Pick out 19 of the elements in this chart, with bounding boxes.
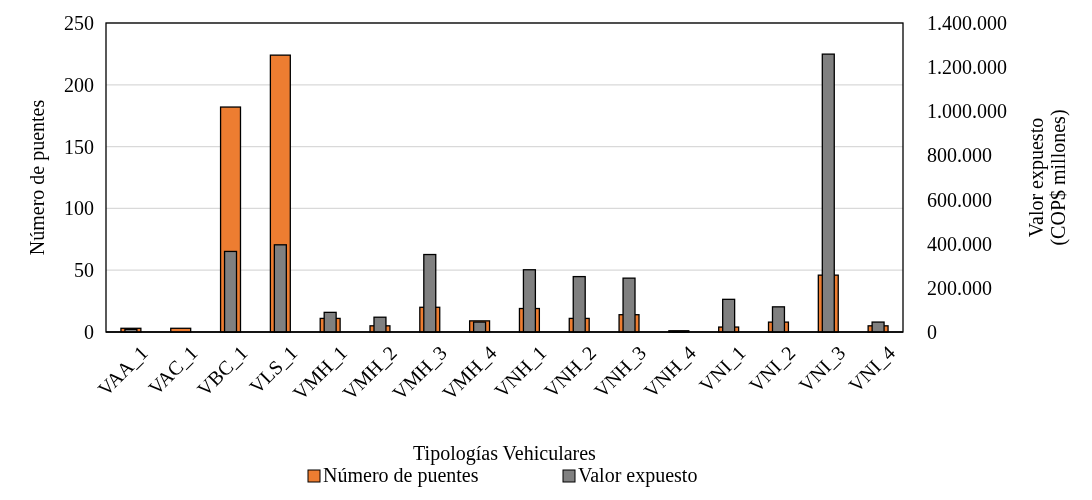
y-tick-label: 250	[64, 12, 94, 34]
legend-label: Valor expuesto	[578, 464, 698, 487]
y2-tick-label: 400.000	[927, 232, 992, 255]
y-tick-label: 200	[64, 73, 94, 96]
y2-tick-label: 1.400.000	[927, 12, 1007, 34]
x-axis-title: Tipologías Vehiculares	[413, 442, 597, 465]
y-tick-label: 100	[64, 197, 94, 220]
y2-tick-label: 600.000	[927, 188, 992, 211]
y-tick-label: 0	[84, 321, 94, 343]
y2-tick-label: 1.000.000	[927, 100, 1007, 123]
y-tick-label: 50	[74, 259, 94, 282]
y2-tick-label: 200.000	[927, 276, 992, 299]
y-axis-title: Número de puentes	[26, 99, 49, 256]
y2-tick-label: 0	[927, 321, 937, 343]
legend-label: Número de puentes	[323, 464, 479, 487]
y2-tick-label: 800.000	[927, 144, 992, 167]
y2-axis-title: Valor expuesto (COP$ millones)	[1025, 109, 1070, 246]
y-tick-label: 150	[64, 135, 94, 158]
y2-tick-label: 1.200.000	[927, 56, 1007, 79]
